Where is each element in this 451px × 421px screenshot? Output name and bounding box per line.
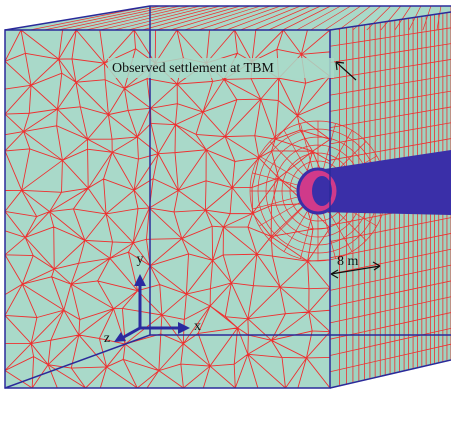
axes-triad — [114, 274, 190, 342]
axis-label-z: z — [104, 331, 110, 346]
axis-label-y: y — [137, 252, 144, 267]
cube-edges — [4, 5, 451, 389]
annotation-arrow — [335, 61, 357, 81]
distance-arrow — [330, 261, 381, 279]
annotation: Observed settlement at TBM — [112, 61, 274, 76]
axis-label-x: x — [194, 319, 201, 334]
distance-label: 8 m — [337, 254, 359, 269]
tunnel-body — [318, 150, 451, 215]
tunnel-inner — [312, 176, 332, 206]
annotation-bg — [108, 58, 334, 78]
front-mesh — [4, 29, 331, 389]
tunnel — [296, 150, 451, 215]
